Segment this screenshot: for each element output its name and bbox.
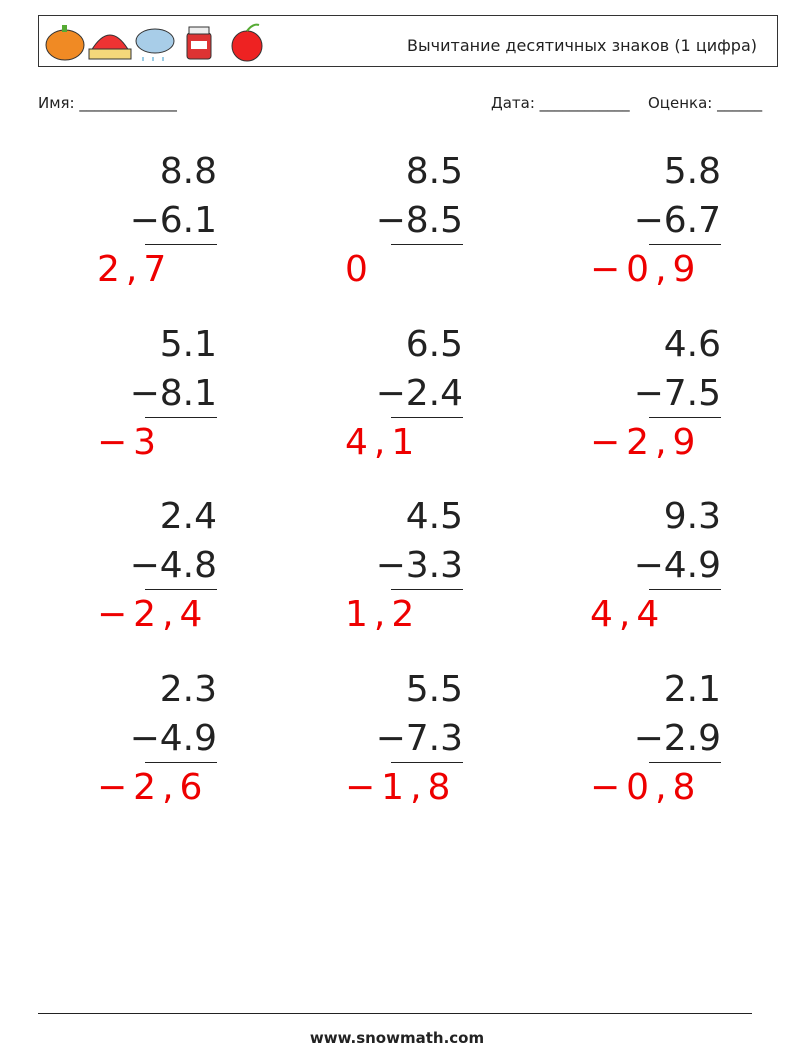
- subtrahend: −4.8: [129, 545, 217, 586]
- title: Вычитание десятичных знаков (1 цифра): [407, 36, 757, 55]
- minuend: 4.5: [405, 496, 463, 537]
- answer: 1,2: [345, 594, 421, 635]
- answer: −2,4: [97, 594, 209, 635]
- footer: www.snowmath.com: [309, 1029, 485, 1047]
- subtrahend: −7.5: [633, 372, 721, 414]
- answer: 0: [345, 249, 374, 290]
- answer-rule: [649, 244, 721, 245]
- subtrahend: −8.5: [375, 200, 463, 241]
- subtrahend: −6.7: [633, 200, 721, 241]
- answer: −3: [97, 421, 163, 463]
- answer: −0,9: [590, 249, 702, 290]
- answer-rule: [391, 416, 463, 418]
- answer: 2,7: [97, 249, 173, 290]
- answer-rule: [391, 589, 463, 590]
- answer-rule: [649, 761, 721, 763]
- name-field: Имя: _____________: [38, 94, 177, 112]
- answer: −2,9: [590, 421, 702, 463]
- subtrahend: −3.3: [375, 545, 463, 586]
- minuend: 2.4: [159, 496, 217, 537]
- answer-rule: [145, 761, 217, 763]
- date-field: Дата: ____________: [491, 94, 630, 112]
- answer-rule: [649, 416, 721, 418]
- answer-rule: [649, 589, 721, 590]
- minuend: 5.1: [159, 323, 217, 365]
- answer: 4,4: [590, 594, 666, 635]
- minuend: 4.6: [663, 323, 721, 365]
- answer-rule: [391, 761, 463, 763]
- answer-rule: [145, 416, 217, 418]
- answer: −1,8: [345, 766, 457, 808]
- minuend: 5.8: [663, 151, 721, 192]
- minuend: 9.3: [663, 496, 721, 537]
- answer-rule: [145, 244, 217, 245]
- subtrahend: −2.4: [375, 372, 463, 414]
- subtrahend: −8.1: [129, 372, 217, 414]
- answer-rule: [145, 589, 217, 590]
- answer: 4,1: [345, 421, 421, 463]
- answer: −0,8: [590, 766, 702, 808]
- minuend: 6.5: [405, 323, 463, 365]
- subtrahend: −2.9: [633, 717, 721, 759]
- answer: −2,6: [97, 766, 209, 808]
- subtrahend: −4.9: [129, 717, 217, 759]
- header-icons: [45, 23, 263, 62]
- minuend: 2.1: [663, 668, 721, 710]
- minuend: 8.8: [159, 151, 217, 192]
- minuend: 8.5: [405, 151, 463, 192]
- minuend: 5.5: [405, 668, 463, 710]
- subtrahend: −7.3: [375, 717, 463, 759]
- subtrahend: −4.9: [633, 545, 721, 586]
- minuend: 2.3: [159, 668, 217, 710]
- grade-field: Оценка: ______: [648, 94, 763, 112]
- answer-rule: [391, 244, 463, 245]
- footer-rule: [38, 1013, 752, 1014]
- subtrahend: −6.1: [129, 200, 217, 241]
- header: Вычитание десятичных знаков (1 цифра): [38, 15, 778, 67]
